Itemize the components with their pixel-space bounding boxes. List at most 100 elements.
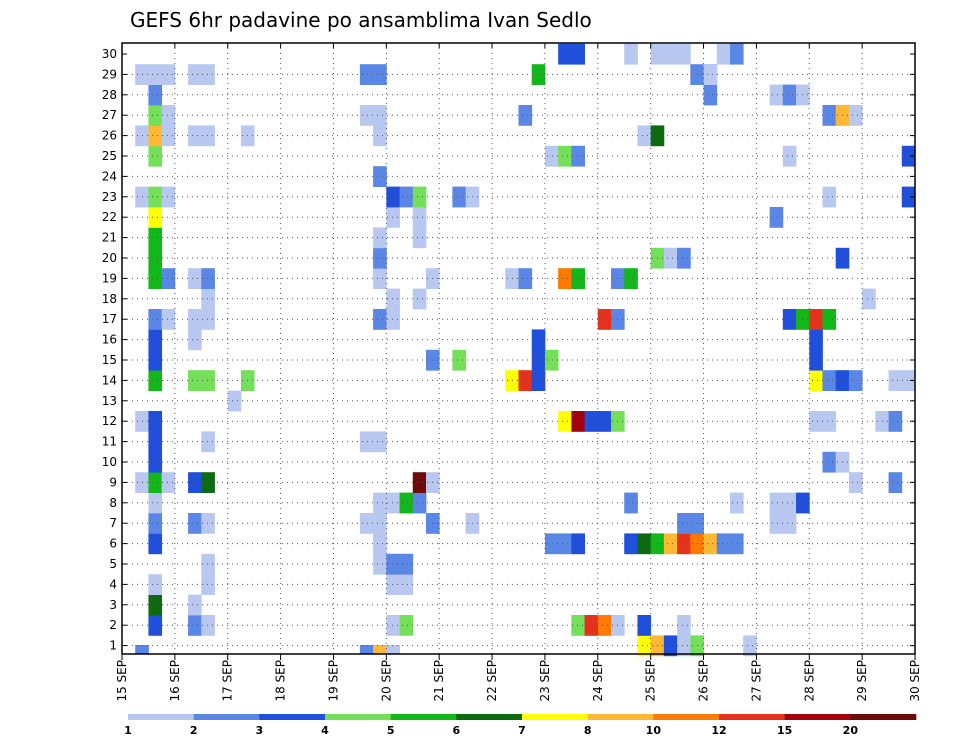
heatmap-cell [571, 268, 585, 289]
heatmap-cell [359, 645, 374, 654]
heatmap-cell [386, 309, 400, 330]
heatmap-cell [399, 186, 414, 208]
legend-swatch [653, 714, 720, 720]
heatmap-cell [637, 125, 652, 147]
heatmap-cell [862, 288, 876, 310]
legend-swatch [325, 714, 391, 720]
heatmap-cell [809, 349, 823, 371]
x-tick-label: 21 SEP [432, 660, 446, 702]
heatmap-cell [558, 43, 585, 65]
heatmap-cell [637, 635, 652, 657]
heatmap-cell [386, 207, 400, 228]
heatmap-cell [531, 370, 546, 391]
heatmap-cell [148, 574, 163, 595]
heatmap-cell [412, 492, 427, 514]
heatmap-cell [386, 492, 400, 514]
heatmap-cell [188, 268, 202, 289]
heatmap-cell [359, 431, 387, 453]
heatmap-cell [624, 268, 638, 289]
heatmap-cell [201, 431, 215, 453]
legend-swatch [719, 714, 785, 720]
y-tick-label: 29 [102, 67, 117, 81]
heatmap-cell [201, 615, 215, 636]
y-axis: 1234567891011121314151617181920212223242… [102, 47, 915, 653]
heatmap-cell [148, 329, 163, 351]
heatmap-cell [729, 492, 744, 514]
x-tick-label: 15 SEP [115, 660, 129, 702]
heatmap-cell [703, 64, 718, 85]
heatmap-cell [822, 370, 837, 391]
heatmap-cell [188, 64, 215, 85]
legend-label: 6 [453, 724, 461, 737]
heatmap-cell [188, 309, 215, 330]
chart-title: GEFS 6hr padavine po ansamblima Ivan Sed… [130, 8, 592, 32]
x-axis: 15 SEP 16 SEP 17 SEP 18 SEP 19 SEP 20 SEP 21 S… [115, 43, 922, 702]
y-tick-label: 24 [102, 169, 117, 183]
heatmap-cell [703, 84, 718, 106]
y-tick-label: 27 [102, 108, 117, 122]
heatmap-cell [571, 615, 585, 636]
heatmap-cell [571, 411, 585, 432]
heatmap-cell [359, 513, 387, 534]
x-tick-label: 27 SEP [749, 660, 763, 702]
heatmap-cell [373, 492, 387, 514]
y-tick-label: 17 [102, 312, 117, 326]
heatmap-cell [135, 645, 149, 654]
heatmap-cell [161, 125, 176, 147]
heatmap-cell [188, 513, 202, 534]
heatmap-cell [677, 247, 691, 269]
heatmap-cell [373, 533, 387, 555]
heatmap-cell [558, 411, 572, 432]
heatmap-cell [597, 309, 612, 330]
heatmap-cell [201, 288, 215, 310]
x-tick-label: 25 SEP [644, 660, 658, 702]
heatmap-cell [201, 513, 215, 534]
heatmap-cell [531, 349, 546, 371]
heatmap-cell [677, 513, 704, 534]
heatmap-cell [663, 635, 678, 657]
y-tick-label: 13 [102, 394, 117, 408]
heatmap-cell [769, 513, 797, 534]
heatmap-cell [148, 411, 163, 432]
heatmap-cell [518, 268, 533, 289]
heatmap-cell [359, 64, 387, 85]
x-tick-label: 17 SEP [221, 660, 235, 702]
heatmap-cell [809, 370, 823, 391]
heatmap-cell [188, 329, 202, 351]
heatmap-cell [373, 125, 387, 147]
heatmap-cell [135, 64, 176, 85]
heatmap-cell [386, 186, 400, 208]
heatmap-cell [888, 370, 916, 391]
y-tick-label: 1 [109, 639, 117, 653]
heatmap-cell [518, 105, 533, 126]
heatmap-cell [148, 309, 163, 330]
x-tick-label: 22 SEP [485, 660, 499, 702]
heatmap-cell [148, 145, 163, 167]
x-tick-label: 26 SEP [697, 660, 711, 702]
heatmap-cell [399, 615, 414, 636]
y-tick-label: 8 [109, 496, 117, 510]
heatmap-cell [412, 288, 427, 310]
heatmap-cell [188, 370, 215, 391]
x-tick-label: 18 SEP [274, 660, 288, 702]
heatmap-cell [386, 574, 414, 595]
y-tick-label: 5 [109, 557, 117, 571]
heatmap-cell [624, 533, 638, 555]
heatmap-cell [624, 43, 638, 65]
heatmap-cell [148, 451, 163, 473]
heatmap-cell [148, 125, 163, 147]
legend-label: 3 [256, 724, 264, 737]
color-legend: 1 2 3 4 5 6 7 8 10 12 15 20 [124, 714, 917, 737]
heatmap-cell [412, 207, 427, 228]
y-tick-label: 4 [109, 577, 117, 591]
heatmap-cells [135, 43, 916, 657]
heatmap-cell [373, 227, 387, 249]
heatmap-cell [822, 105, 837, 126]
heatmap-cell [809, 309, 823, 330]
y-tick-label: 3 [109, 598, 117, 612]
heatmap-cell [452, 349, 467, 371]
heatmap-cell [782, 84, 797, 106]
legend-swatch [784, 714, 851, 720]
heatmap-cell [148, 492, 163, 514]
